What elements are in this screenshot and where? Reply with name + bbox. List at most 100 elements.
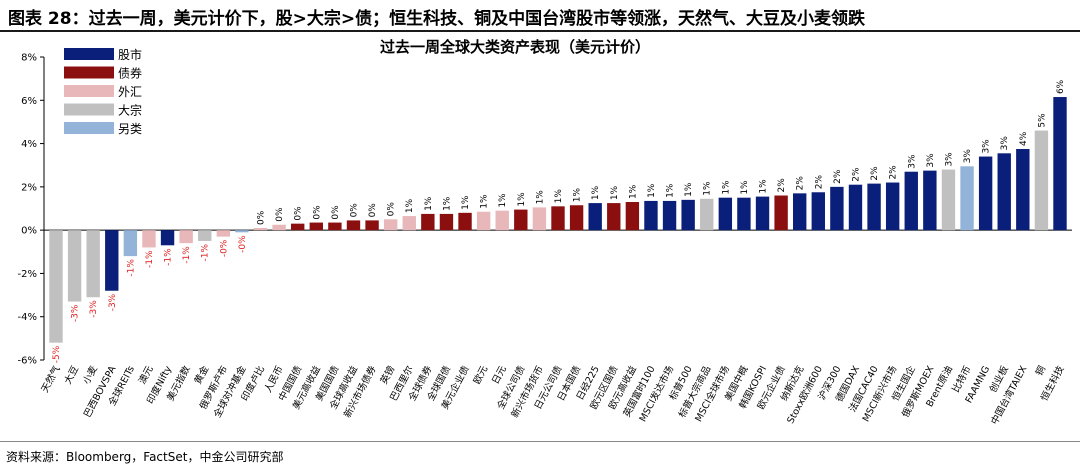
bar bbox=[309, 222, 323, 231]
bar bbox=[569, 205, 584, 231]
bar-value-label: 1% bbox=[703, 181, 713, 196]
bar bbox=[885, 182, 900, 231]
bar-value-label: -5% bbox=[52, 345, 62, 363]
bar-value-label: 1% bbox=[424, 196, 434, 211]
bar bbox=[848, 184, 863, 231]
bar-value-label: 1% bbox=[628, 184, 638, 199]
category-label: 铜 bbox=[1033, 364, 1048, 378]
y-tick-label: -2% bbox=[18, 269, 37, 280]
bar bbox=[904, 171, 918, 231]
y-tick-label: 4% bbox=[21, 139, 37, 150]
bar-value-label: 3% bbox=[982, 139, 992, 154]
bar-value-label: 1% bbox=[461, 195, 471, 210]
bar-value-label: 1% bbox=[759, 179, 769, 194]
y-tick-label: 2% bbox=[21, 182, 37, 193]
bar bbox=[253, 227, 268, 231]
bar bbox=[811, 192, 825, 231]
bar-value-label: 1% bbox=[554, 189, 564, 204]
bar bbox=[923, 170, 937, 231]
bar-value-label: -1% bbox=[182, 246, 192, 264]
bar bbox=[383, 219, 398, 231]
bar-value-label: 0% bbox=[368, 203, 378, 218]
bar bbox=[1053, 97, 1067, 231]
bar bbox=[514, 209, 528, 231]
bar-value-label: -1% bbox=[126, 259, 136, 277]
bar bbox=[105, 230, 119, 291]
bar-value-label: 2% bbox=[833, 169, 843, 184]
category-label: 澳元 bbox=[136, 363, 156, 386]
bar-value-label: -3% bbox=[108, 293, 118, 311]
bar-value-label: 0% bbox=[294, 206, 304, 221]
bar-value-label: 2% bbox=[851, 167, 861, 182]
bar bbox=[662, 200, 677, 231]
bar bbox=[402, 216, 416, 231]
title-divider bbox=[0, 30, 1080, 32]
bar bbox=[272, 224, 286, 231]
bar-value-label: 1% bbox=[480, 194, 490, 209]
category-label: 小麦 bbox=[80, 363, 100, 386]
legend-swatch bbox=[64, 103, 114, 116]
bar-value-label: 0% bbox=[331, 205, 341, 220]
figure-title: 图表 28：过去一周，美元计价下，股>大宗>债；恒生科技、铜及中国台湾股市等领涨… bbox=[8, 9, 866, 29]
category-label: 天然气 bbox=[39, 363, 63, 394]
bar bbox=[960, 166, 974, 231]
bar bbox=[681, 199, 695, 231]
category-label: 黄金 bbox=[192, 363, 212, 386]
bar bbox=[495, 210, 509, 231]
bar bbox=[439, 213, 454, 231]
bar-chart: -6%-4%-2%0%2%4%6%8% -5%天然气-3%大豆-3%小麦-3%巴… bbox=[18, 47, 1072, 427]
bar-value-label: -3% bbox=[89, 300, 99, 318]
legend-label: 另类 bbox=[118, 122, 142, 136]
bar-value-label: 1% bbox=[573, 188, 583, 203]
bar bbox=[458, 212, 472, 231]
bar bbox=[588, 203, 602, 231]
bar bbox=[941, 169, 956, 231]
legend-label: 大宗 bbox=[118, 103, 142, 118]
category-label: 日元 bbox=[490, 364, 509, 386]
bar bbox=[421, 213, 435, 231]
bar-value-label: 2% bbox=[889, 165, 899, 180]
bar-value-label: 2% bbox=[814, 175, 824, 190]
bar bbox=[997, 153, 1011, 231]
bar bbox=[978, 156, 993, 231]
bar bbox=[328, 222, 342, 231]
bar-value-label: 3% bbox=[944, 152, 954, 167]
bar bbox=[755, 196, 770, 231]
bar bbox=[793, 193, 807, 231]
bar-value-label: 2% bbox=[777, 178, 787, 193]
bar bbox=[607, 203, 621, 231]
bar bbox=[551, 206, 565, 231]
bar bbox=[644, 200, 658, 231]
category-label: 英镑 bbox=[378, 364, 398, 386]
bar-value-label: 1% bbox=[666, 183, 676, 198]
bar bbox=[142, 230, 156, 248]
bar bbox=[291, 223, 305, 231]
bar bbox=[476, 211, 491, 231]
bar-value-label: 1% bbox=[405, 198, 415, 213]
bar-value-label: -0% bbox=[238, 235, 248, 253]
category-label: 中国台湾TAIEX bbox=[988, 363, 1029, 426]
bar-value-label: 0% bbox=[387, 202, 397, 217]
bar-value-label: -3% bbox=[71, 304, 81, 322]
y-tick-label: 8% bbox=[21, 53, 37, 64]
bar-value-label: 0% bbox=[349, 203, 359, 218]
bar bbox=[216, 230, 231, 237]
bar-value-label: 3% bbox=[907, 154, 917, 169]
bar bbox=[774, 195, 788, 231]
legend-label: 外汇 bbox=[118, 85, 142, 99]
bar bbox=[737, 197, 751, 231]
bar-value-label: 1% bbox=[647, 183, 657, 198]
bar-value-label: 1% bbox=[591, 185, 601, 200]
bars: -5%天然气-3%大豆-3%小麦-3%巴西BOVSPA-1%全球REITs-1%… bbox=[39, 79, 1067, 426]
bar bbox=[532, 207, 547, 231]
legend-swatch bbox=[64, 85, 114, 97]
bar bbox=[179, 230, 193, 244]
bar bbox=[625, 202, 640, 231]
legend-label: 债券 bbox=[118, 66, 142, 81]
y-tick-label: 6% bbox=[21, 96, 37, 107]
bar-value-label: 5% bbox=[1037, 113, 1047, 128]
bar bbox=[160, 230, 175, 246]
bar-value-label: 1% bbox=[721, 180, 731, 195]
bar bbox=[700, 198, 714, 231]
